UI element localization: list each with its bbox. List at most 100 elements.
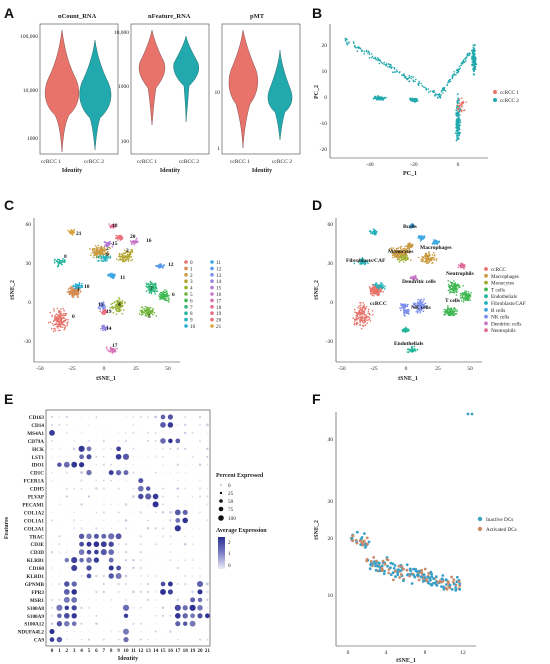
e-dot [93,533,99,539]
d-point [366,315,369,318]
e-dot [162,487,164,490]
e-dot [125,512,127,513]
c-point-cluster-6 [163,298,166,301]
e-dot [71,621,77,627]
e-dot [198,463,202,467]
c-point-cluster-6 [165,295,167,298]
c-legend-label-13: 13 [216,273,222,279]
e-gene-label: COL1A2 [24,510,45,516]
e-dot [115,573,122,579]
b-point [403,73,405,75]
f-xtick-2: 4 [385,650,388,656]
e-dot [73,575,75,577]
e-dot [95,511,98,514]
e-dot [73,432,75,434]
e-dot [199,456,201,458]
e-dot [170,464,171,465]
c-point-cluster-9 [109,256,112,259]
e-dot [206,590,209,594]
f-point-inactive [452,578,456,581]
d-point [459,295,462,297]
d-point [357,307,359,309]
e-dot [133,528,134,529]
e-dot [170,488,171,489]
e-dot [110,463,112,466]
e-dot [88,638,90,641]
e-gene-label: CD79A [28,439,45,445]
e-dot [154,455,157,459]
e-dot [139,535,142,538]
e-dot [110,512,112,513]
d-point [449,286,451,289]
e-dot [71,589,77,595]
e-dot [117,591,120,593]
e-dot [160,581,166,587]
e-dot [80,526,83,530]
d-point [360,319,363,322]
c-point-cluster-0 [56,323,59,326]
e-gene-label: S100A9 [27,614,44,620]
d-legend-swatch [484,280,488,285]
b-point [443,88,446,90]
d-annot-nkcells: NK cells [411,305,431,311]
d-point [453,291,455,293]
e-dot [101,533,107,539]
d-point [357,317,359,320]
d-point [404,329,406,332]
b-point [359,48,362,50]
d-point [364,308,366,310]
c-point-cluster-5 [151,309,154,311]
e-dot [66,448,68,450]
e-dot [140,440,142,442]
e-dot [118,551,120,553]
e-dot [191,455,194,458]
f-xlabel: tSNE_1 [396,658,416,664]
e-dot [147,590,150,593]
e-dot [207,528,208,529]
e-dot [110,607,112,609]
e-dot [191,495,194,498]
c-point-cluster-17 [112,347,115,350]
e-dot [80,519,83,522]
e-dot [58,591,60,593]
e-dot [102,479,105,482]
f-point-activated [394,575,397,579]
b-point [474,63,477,65]
e-dot [174,525,181,532]
c-point-cluster-17 [114,348,116,350]
c-point-cluster-4 [120,300,122,303]
e-dot [140,424,142,426]
c-legend-label-10: 10 [190,324,196,330]
e-dot [71,596,78,603]
c-point-cluster-16 [135,242,137,244]
e-gene-label: CA9 [34,638,44,644]
e-dot [155,551,157,553]
e-dot [169,519,172,522]
c-point-cluster-8 [54,258,56,261]
e-dot [160,422,166,428]
e-dot [86,573,92,579]
c-point-cluster-2 [108,253,110,256]
c-point-cluster-4 [119,305,122,307]
c-point-cluster-14 [104,329,107,332]
c-point-cluster-3 [130,256,133,258]
e-dot [103,432,105,434]
e-dot [170,528,171,529]
c-legend-swatch-19 [210,311,214,316]
c-point-cluster-4 [121,304,123,307]
d-point [416,312,419,314]
b-point [347,42,350,44]
d-xtick-2: -25 [370,366,378,372]
c-point-cluster-3 [123,257,126,260]
f-point-inactive [405,568,409,572]
e-dot [170,575,171,577]
b-point [416,99,419,102]
e-dot [58,598,61,601]
c-point-cluster-0 [55,316,58,319]
c-point-cluster-2 [89,248,91,250]
b-point [389,65,391,68]
violin-pmt: pMT 10 1 ccRCC 1 ccRCC 2 Identity [215,13,301,174]
d-point [410,243,413,246]
violin-ncount-ccrcc2 [79,39,112,151]
e-dot [162,638,164,641]
